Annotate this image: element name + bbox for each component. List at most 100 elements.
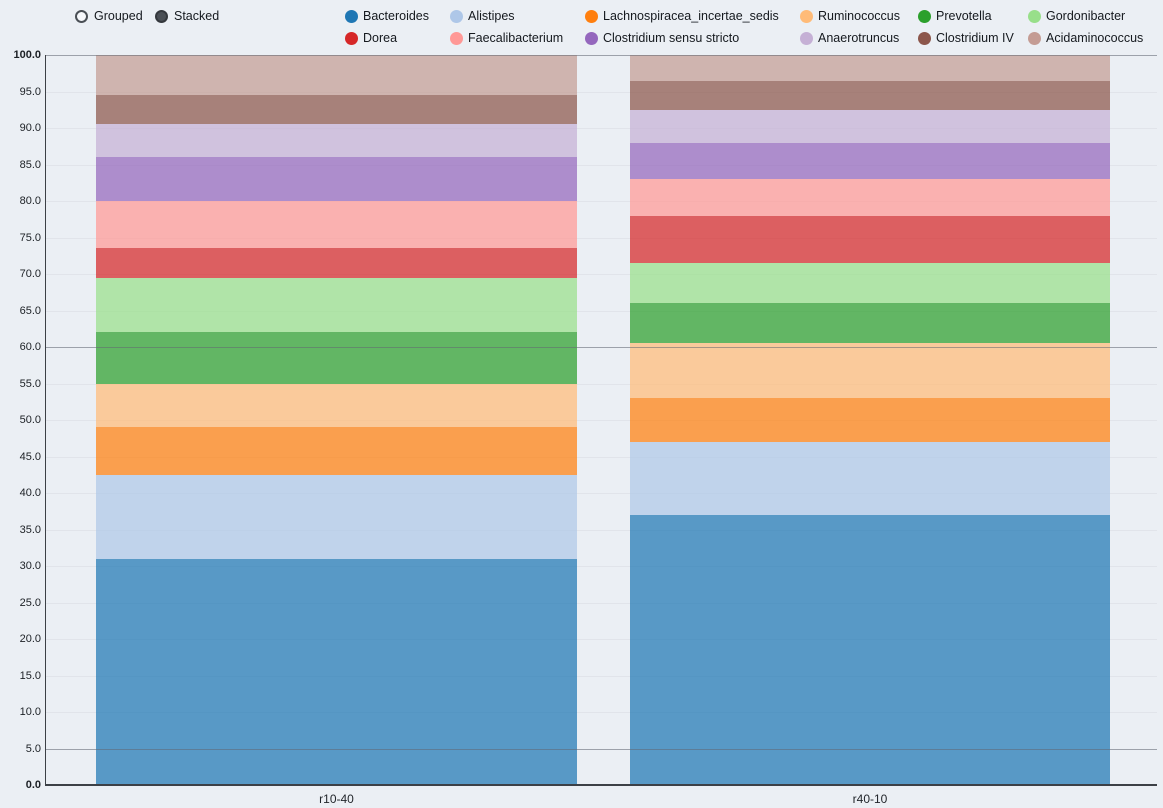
legend-swatch-icon (450, 9, 463, 23)
bar-segment-clostridium-sensu-stricto-r40-10[interactable] (630, 142, 1110, 180)
gridline (46, 602, 1157, 604)
legend-item-alistipes[interactable]: Alistipes (450, 7, 515, 25)
x-tick-label-r10-40: r10-40 (319, 792, 354, 806)
gridline (46, 128, 1157, 129)
gridline (46, 420, 1157, 421)
stacked-radio[interactable]: Stacked (155, 7, 219, 25)
gridline (46, 201, 1157, 202)
bar-segment-dorea-r40-10[interactable] (630, 215, 1110, 264)
bar-segment-faecalibacterium-r40-10[interactable] (630, 179, 1110, 216)
legend-item-prevotella[interactable]: Prevotella (918, 7, 992, 25)
gridline (46, 712, 1157, 713)
legend-swatch-icon (1028, 31, 1041, 45)
legend-swatch-icon (345, 31, 358, 45)
y-tick-label: 40.0 (19, 487, 41, 499)
legend-item-label: Ruminococcus (818, 9, 900, 23)
legend-item-label: Prevotella (936, 9, 992, 23)
bar-segment-gordonibacter-r10-40[interactable] (96, 277, 577, 333)
bar-segment-bacteroides-r40-10[interactable] (630, 514, 1110, 785)
legend-item-anaerotruncus[interactable]: Anaerotruncus (800, 29, 899, 47)
legend-item-acidaminococcus[interactable]: Acidaminococcus (1028, 29, 1143, 47)
y-tick-label: 20.0 (19, 633, 41, 645)
y-tick-label: 85.0 (19, 158, 41, 171)
bar-segment-alistipes-r40-10[interactable] (630, 441, 1110, 515)
y-tick-label: 90.0 (19, 122, 41, 134)
gridline (46, 529, 1157, 531)
gridline (46, 237, 1157, 239)
y-tick-label: 60.0 (19, 341, 41, 353)
gridline (46, 566, 1157, 567)
gridline-emphasis (46, 55, 1157, 56)
bar-segment-ruminococcus-r40-10[interactable] (630, 343, 1110, 399)
legend-item-label: Clostridium sensu stricto (603, 31, 740, 45)
y-tick-label: 65.0 (19, 304, 41, 317)
y-tick-label: 70.0 (19, 268, 41, 280)
bar-segment-dorea-r10-40[interactable] (96, 248, 577, 278)
bar-segment-clostridium-sensu-stricto-r10-40[interactable] (96, 157, 577, 201)
legend-item-bacteroides[interactable]: Bacteroides (345, 7, 429, 25)
y-tick-label: 95.0 (19, 85, 41, 98)
grouped-radio[interactable]: Grouped (75, 7, 143, 25)
legend-swatch-icon (800, 31, 813, 45)
legend-swatch-icon (800, 9, 813, 23)
y-tick-label: 55.0 (19, 377, 41, 390)
bar-segment-ruminococcus-r10-40[interactable] (96, 383, 577, 428)
legend-swatch-icon (345, 9, 358, 23)
y-tick-label: 5.0 (25, 742, 41, 755)
legend-item-clostridium-sensu-stricto[interactable]: Clostridium sensu stricto (585, 29, 739, 47)
legend-item-label: Clostridium IV (936, 31, 1014, 45)
gridline (46, 639, 1157, 640)
legend-item-label: Acidaminococcus (1046, 31, 1144, 45)
y-tick-label: 45.0 (19, 450, 41, 463)
y-tick-label: 80.0 (19, 195, 41, 207)
bar-segment-prevotella-r40-10[interactable] (630, 303, 1110, 344)
legend-item-ruminococcus[interactable]: Ruminococcus (800, 7, 900, 25)
bar-segment-acidaminococcus-r40-10[interactable] (630, 55, 1110, 81)
legend-item-clostridium-iv[interactable]: Clostridium IV (918, 29, 1014, 47)
stacked-radio-label: Stacked (174, 9, 220, 23)
bar-segment-anaerotruncus-r40-10[interactable] (630, 109, 1110, 143)
gridline (46, 493, 1157, 494)
y-tick-label: 75.0 (19, 231, 41, 244)
bar-segment-anaerotruncus-r10-40[interactable] (96, 124, 577, 158)
bar-segment-faecalibacterium-r10-40[interactable] (96, 201, 577, 249)
bar-segment-clostridium-iv-r10-40[interactable] (96, 95, 577, 125)
y-tick-label: 100.0 (13, 49, 41, 61)
gridline (46, 164, 1157, 166)
gridline (46, 456, 1157, 458)
grouped-radio-icon[interactable] (75, 9, 88, 23)
y-tick-label: 15.0 (19, 669, 41, 682)
legend-item-lachnospiracea-incertae-sedis[interactable]: Lachnospiracea_incertae_sedis (585, 7, 779, 25)
legend-swatch-icon (918, 31, 931, 45)
gridline (46, 310, 1157, 312)
stacked-radio-icon[interactable] (155, 9, 168, 23)
legend-item-label: Anaerotruncus (818, 31, 900, 45)
gridline (46, 383, 1157, 385)
legend-item-label: Dorea (363, 31, 398, 45)
grouped-radio-label: Grouped (94, 9, 143, 23)
legend-item-dorea[interactable]: Dorea (345, 29, 397, 47)
legend-item-label: Alistipes (468, 9, 515, 23)
x-tick-label-r40-10: r40-10 (852, 792, 888, 806)
bar-segment-alistipes-r10-40[interactable] (96, 474, 577, 559)
bar-segment-acidaminococcus-r10-40[interactable] (96, 55, 577, 96)
bar-segment-lachnospiracea-incertae-sedis-r10-40[interactable] (96, 427, 577, 475)
x-axis-line (45, 784, 1157, 786)
y-tick-label: 10.0 (19, 706, 41, 718)
gridline-emphasis (46, 748, 1157, 750)
legend-swatch-icon (585, 31, 598, 45)
plot-area (46, 55, 1157, 786)
legend-item-label: Faecalibacterium (468, 31, 564, 45)
bar-segment-lachnospiracea-incertae-sedis-r40-10[interactable] (630, 398, 1110, 442)
legend-item-gordonibacter[interactable]: Gordonibacter (1028, 7, 1125, 25)
bar-segment-prevotella-r10-40[interactable] (96, 332, 577, 384)
y-tick-label: 0.0 (25, 779, 41, 791)
gridline (46, 274, 1157, 275)
gridline (46, 675, 1157, 677)
bar-segment-bacteroides-r10-40[interactable] (96, 558, 577, 785)
bar-segment-gordonibacter-r40-10[interactable] (630, 263, 1110, 304)
legend-item-faecalibacterium[interactable]: Faecalibacterium (450, 29, 563, 47)
bar-segment-clostridium-iv-r40-10[interactable] (630, 80, 1110, 110)
legend-item-label: Bacteroides (363, 9, 430, 23)
gridline (46, 91, 1157, 93)
